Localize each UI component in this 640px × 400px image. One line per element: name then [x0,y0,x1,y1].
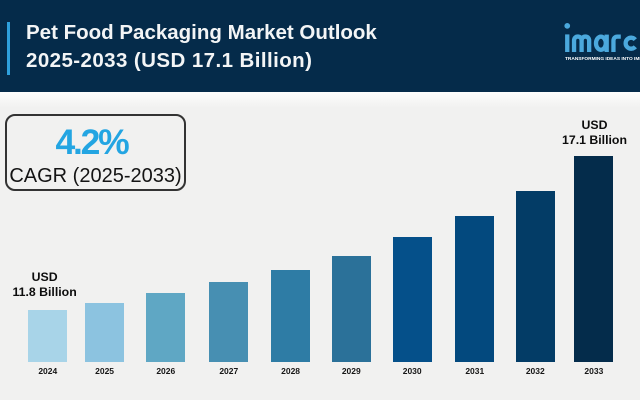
svg-text:TRANSFORMING IDEAS INTO IMPACT: TRANSFORMING IDEAS INTO IMPACT [565,56,640,62]
